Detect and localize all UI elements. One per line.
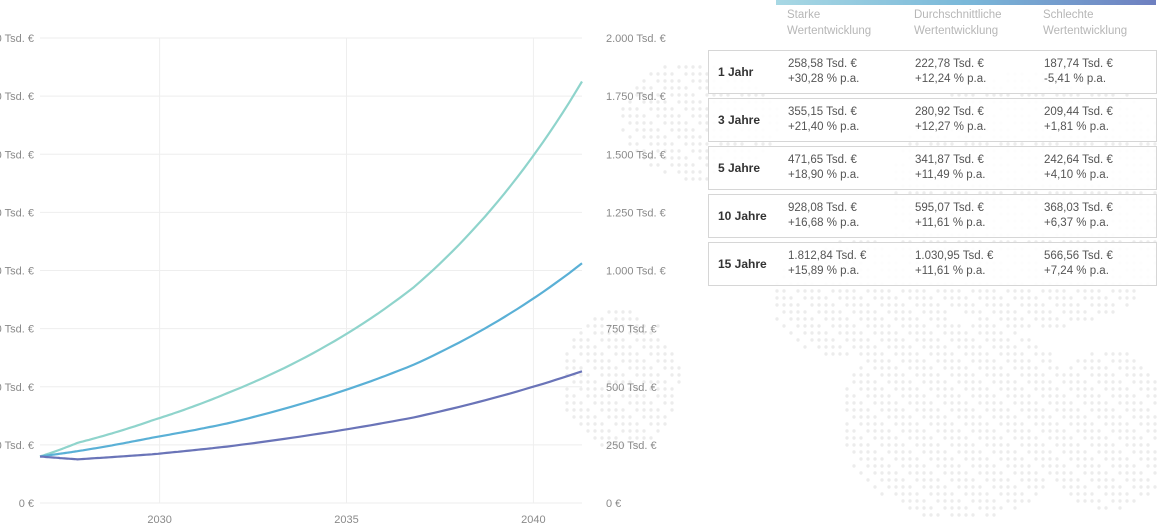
- row-label: 1 Jahr: [718, 65, 754, 79]
- cell-average: 280,92 Tsd. € +12,27 % p.a.: [915, 106, 987, 133]
- row-label: 3 Jahre: [718, 113, 761, 127]
- y-tick-label-right: 250 Tsd. €: [606, 440, 657, 452]
- y-tick-label-right: 1.500 Tsd. €: [606, 149, 666, 161]
- cell-strong: 1.812,84 Tsd. € +15,89 % p.a.: [788, 250, 867, 277]
- performance-table: 1 Jahr 258,58 Tsd. € +30,28 % p.a. 222,78…: [708, 50, 1157, 290]
- cell-weak: 566,56 Tsd. € +7,24 % p.a.: [1044, 250, 1113, 277]
- header-accent-bar: [776, 0, 1156, 5]
- y-tick-label-left: 750 Tsd. €: [0, 324, 34, 336]
- chart-grid: [40, 37, 582, 504]
- cell-average: 341,87 Tsd. € +11,49 % p.a.: [915, 154, 986, 181]
- cell-weak: 187,74 Tsd. € -5,41 % p.a.: [1044, 58, 1113, 85]
- table-row: 5 Jahre 471,65 Tsd. € +18,90 % p.a. 341,8…: [708, 146, 1157, 190]
- x-tick-label: 2035: [334, 514, 358, 526]
- y-tick-label-left: 0 €: [19, 498, 34, 510]
- x-axis: 2030 2035 2040: [147, 514, 545, 526]
- y-tick-label-left: 1.750 Tsd. €: [0, 91, 34, 103]
- cell-average: 1.030,95 Tsd. € +11,61 % p.a.: [915, 250, 994, 277]
- cell-strong: 258,58 Tsd. € +30,28 % p.a.: [788, 58, 860, 85]
- header-weak: Schlechte Wertentwicklung: [1043, 9, 1128, 37]
- y-tick-label-left: 2.000 Tsd. €: [0, 33, 34, 45]
- y-tick-label-left: 500 Tsd. €: [0, 382, 34, 394]
- cell-average: 595,07 Tsd. € +11,61 % p.a.: [915, 202, 986, 229]
- cell-strong: 471,65 Tsd. € +18,90 % p.a.: [788, 154, 860, 181]
- series-line-average: [39, 262, 583, 458]
- table-row: 10 Jahre 928,08 Tsd. € +16,68 % p.a. 595,…: [708, 194, 1157, 238]
- cell-weak: 209,44 Tsd. € +1,81 % p.a.: [1044, 106, 1113, 133]
- table-row: 1 Jahr 258,58 Tsd. € +30,28 % p.a. 222,78…: [708, 50, 1157, 94]
- cell-average: 222,78 Tsd. € +12,24 % p.a.: [915, 58, 987, 85]
- series-line-weak: [39, 370, 583, 461]
- y-tick-label-left: 1.250 Tsd. €: [0, 207, 34, 219]
- y-tick-label-right: 0 €: [606, 498, 621, 510]
- y-tick-label-right: 1.750 Tsd. €: [606, 91, 666, 103]
- series-line-strong: [39, 80, 583, 458]
- series-lines: [39, 80, 583, 461]
- y-tick-label-left: 1.500 Tsd. €: [0, 149, 34, 161]
- y-tick-label-right: 1.250 Tsd. €: [606, 207, 666, 219]
- projection-line-chart: 0 € 250 Tsd. € 500 Tsd. € 750 Tsd. € 1.000 T…: [0, 33, 666, 526]
- y-axis-right: 0 € 250 Tsd. € 500 Tsd. € 750 Tsd. € 1.000 T…: [606, 33, 666, 510]
- x-tick-label: 2040: [521, 514, 545, 526]
- cell-strong: 928,08 Tsd. € +16,68 % p.a.: [788, 202, 860, 229]
- y-tick-label-right: 500 Tsd. €: [606, 382, 657, 394]
- x-tick-label: 2030: [147, 514, 171, 526]
- y-tick-label-right: 1.000 Tsd. €: [606, 266, 666, 278]
- row-label: 10 Jahre: [718, 209, 767, 223]
- y-tick-label-left: 1.000 Tsd. €: [0, 266, 34, 278]
- cell-weak: 368,03 Tsd. € +6,37 % p.a.: [1044, 202, 1113, 229]
- header-strong: Starke Wertentwicklung: [787, 9, 872, 37]
- y-tick-label-right: 750 Tsd. €: [606, 324, 657, 336]
- table-row: 3 Jahre 355,15 Tsd. € +21,40 % p.a. 280,9…: [708, 98, 1157, 142]
- cell-strong: 355,15 Tsd. € +21,40 % p.a.: [788, 106, 860, 133]
- cell-weak: 242,64 Tsd. € +4,10 % p.a.: [1044, 154, 1113, 181]
- y-axis-left: 0 € 250 Tsd. € 500 Tsd. € 750 Tsd. € 1.000 T…: [0, 33, 34, 510]
- table-row: 15 Jahre 1.812,84 Tsd. € +15,89 % p.a. 1.…: [708, 242, 1157, 286]
- header-average: Durchschnittliche Wertentwicklung: [914, 9, 1002, 37]
- table-header: Starke Wertentwicklung Durchschnittliche…: [708, 7, 1158, 47]
- y-tick-label-right: 2.000 Tsd. €: [606, 33, 666, 45]
- row-label: 15 Jahre: [718, 257, 767, 271]
- y-tick-label-left: 250 Tsd. €: [0, 440, 34, 452]
- row-label: 5 Jahre: [718, 161, 761, 175]
